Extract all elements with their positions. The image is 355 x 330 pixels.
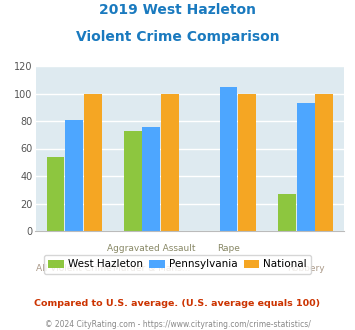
Text: Violent Crime Comparison: Violent Crime Comparison	[76, 30, 279, 44]
Text: Robbery: Robbery	[287, 264, 324, 273]
Text: Rape: Rape	[217, 244, 240, 253]
Text: © 2024 CityRating.com - https://www.cityrating.com/crime-statistics/: © 2024 CityRating.com - https://www.city…	[45, 320, 310, 329]
Bar	[278, 194, 296, 231]
Text: Murder & Mans...: Murder & Mans...	[113, 264, 190, 273]
Text: Compared to U.S. average. (U.S. average equals 100): Compared to U.S. average. (U.S. average …	[34, 299, 321, 308]
Text: Aggravated Assault: Aggravated Assault	[107, 244, 196, 253]
Text: All Violent Crime: All Violent Crime	[36, 264, 112, 273]
Legend: West Hazleton, Pennsylvania, National: West Hazleton, Pennsylvania, National	[44, 255, 311, 274]
Bar	[65, 120, 83, 231]
Bar	[124, 131, 142, 231]
Text: 2019 West Hazleton: 2019 West Hazleton	[99, 3, 256, 17]
Bar	[84, 93, 102, 231]
Bar	[220, 86, 237, 231]
Bar	[238, 93, 256, 231]
Bar	[142, 126, 160, 231]
Bar	[47, 157, 65, 231]
Bar	[315, 93, 333, 231]
Bar	[161, 93, 179, 231]
Bar	[297, 103, 315, 231]
